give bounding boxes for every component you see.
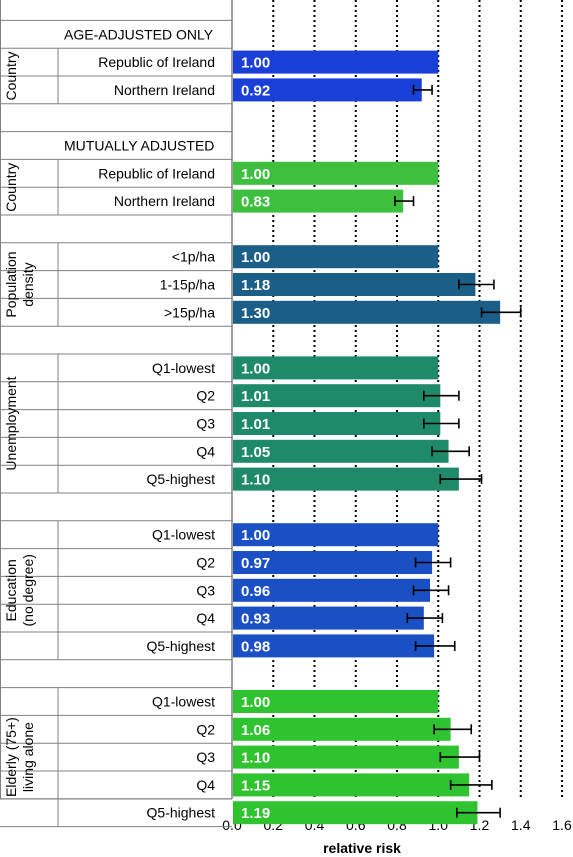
data-label: 1.19 xyxy=(241,805,270,822)
bar xyxy=(233,50,439,74)
bar xyxy=(233,523,439,547)
category-label: Q1-lowest xyxy=(152,360,215,376)
category-label: 1-15p/ha xyxy=(160,277,215,293)
category-label: >15p/ha xyxy=(164,304,215,320)
group-label: Country xyxy=(3,163,19,212)
category-label: Q2 xyxy=(196,721,215,737)
group-label: Population xyxy=(3,251,19,317)
data-label: 1.01 xyxy=(241,388,270,405)
category-label: Republic of Ireland xyxy=(98,54,215,70)
group-label: (no degree) xyxy=(20,554,36,626)
group-label: Country xyxy=(3,51,19,100)
bar xyxy=(233,412,441,435)
group-label: Elderly (75+) xyxy=(3,717,19,797)
bar xyxy=(233,745,459,769)
bar xyxy=(233,161,439,185)
category-label: Q3 xyxy=(196,416,215,432)
data-label: 1.01 xyxy=(241,416,270,433)
bar xyxy=(233,467,459,491)
bar xyxy=(233,189,404,213)
bar xyxy=(233,384,441,408)
category-label: Q4 xyxy=(196,777,215,793)
category-label: Q5-highest xyxy=(147,805,216,821)
x-tick-label: 1.4 xyxy=(511,817,531,833)
category-label: <1p/ha xyxy=(172,249,215,265)
bar xyxy=(233,439,449,463)
data-label: 1.15 xyxy=(241,777,270,794)
category-label: Q1-lowest xyxy=(152,694,215,710)
bar xyxy=(233,245,439,269)
category-label: Q4 xyxy=(196,443,215,459)
bar xyxy=(233,801,478,825)
section-header: AGE-ADJUSTED ONLY xyxy=(64,26,214,42)
bar xyxy=(233,578,430,602)
group-label: Unemployment xyxy=(3,376,19,470)
section-header: MUTUALLY ADJUSTED xyxy=(64,138,214,154)
data-label: 0.98 xyxy=(241,638,270,655)
category-label: Northern Ireland xyxy=(114,193,215,209)
data-label: 0.96 xyxy=(241,583,270,600)
data-label: 1.30 xyxy=(241,305,270,322)
x-tick-label: 1.6 xyxy=(552,817,572,833)
data-label: 0.97 xyxy=(241,555,270,572)
bar xyxy=(233,606,424,630)
category-label: Q5-highest xyxy=(147,471,216,487)
category-label: Q1-lowest xyxy=(152,527,215,543)
category-label: Q3 xyxy=(196,582,215,598)
data-label: 1.00 xyxy=(241,166,270,183)
category-label: Q5-highest xyxy=(147,638,216,654)
data-label: 1.00 xyxy=(241,694,270,711)
bar xyxy=(233,717,451,741)
data-label: 1.00 xyxy=(241,249,270,266)
bar xyxy=(233,300,501,324)
group-label: Education xyxy=(3,559,19,621)
category-label: Q2 xyxy=(196,555,215,571)
category-label: Q2 xyxy=(196,388,215,404)
data-label: 0.83 xyxy=(241,194,270,211)
data-label: 1.00 xyxy=(241,55,270,72)
category-label: Republic of Ireland xyxy=(98,165,215,181)
data-label: 0.93 xyxy=(241,611,270,628)
group-label: density xyxy=(20,262,36,306)
category-label: Q4 xyxy=(196,610,215,626)
data-label: 1.05 xyxy=(241,444,270,461)
bar xyxy=(233,273,476,296)
category-label: Q3 xyxy=(196,749,215,765)
category-label: Northern Ireland xyxy=(114,82,215,98)
data-label: 1.00 xyxy=(241,527,270,544)
x-axis-title: relative risk xyxy=(323,840,401,856)
bar xyxy=(233,690,439,713)
group-label: living alone xyxy=(20,722,36,792)
data-label: 1.06 xyxy=(241,722,270,739)
data-label: 1.10 xyxy=(241,750,270,767)
bar xyxy=(233,356,439,380)
bar xyxy=(233,78,422,102)
data-label: 1.18 xyxy=(241,277,270,294)
data-label: 0.92 xyxy=(241,82,270,99)
bar xyxy=(233,551,433,574)
bar xyxy=(233,634,435,658)
data-label: 1.10 xyxy=(241,472,270,489)
data-label: 1.00 xyxy=(241,360,270,377)
bar xyxy=(233,773,470,797)
